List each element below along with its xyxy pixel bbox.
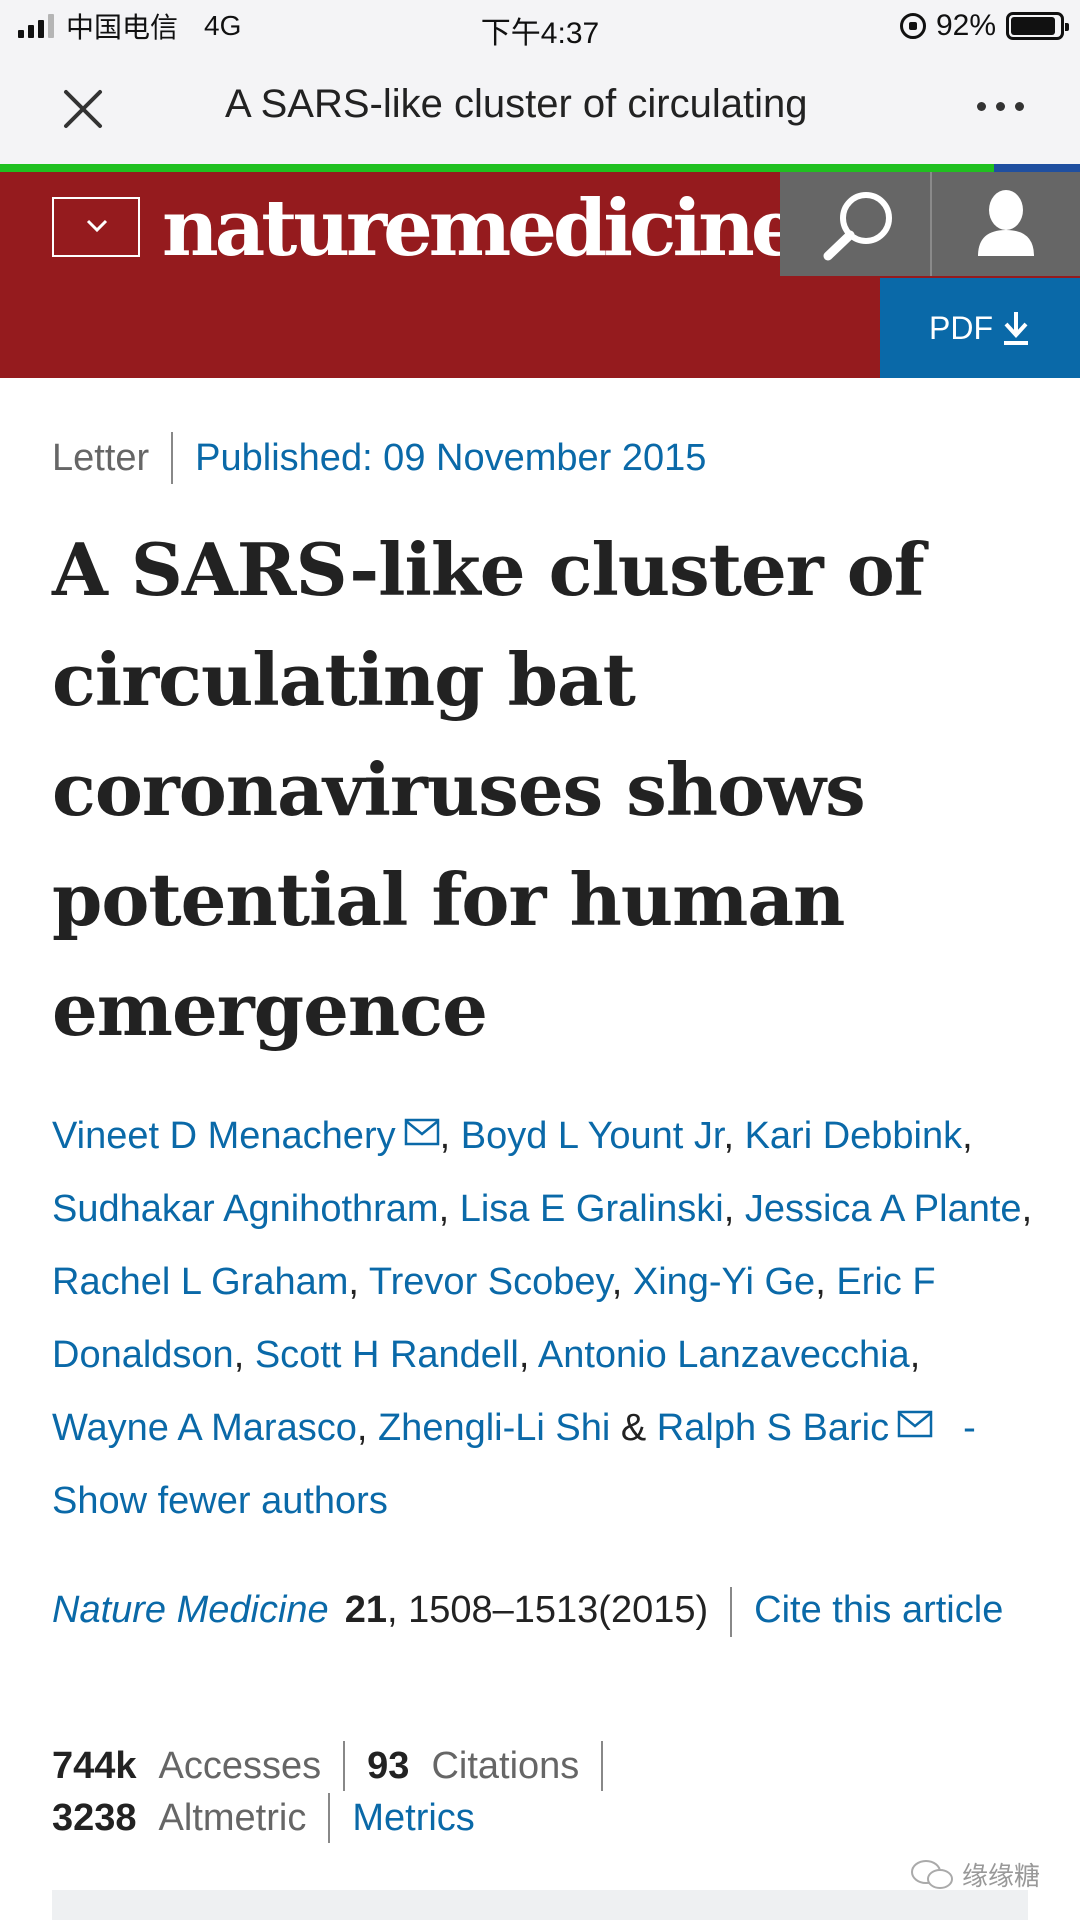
author-link[interactable]: Boyd L Yount Jr <box>460 1115 724 1157</box>
status-bar: 中国电信 4G 下午4:37 92% <box>0 0 1080 52</box>
accesses-label: Accesses <box>158 1744 322 1787</box>
altmetric-score: 3238 <box>52 1796 137 1839</box>
journal-volume: 21 <box>344 1589 387 1631</box>
next-section-edge <box>52 1890 1028 1920</box>
site-header: naturemedicine PDF <box>0 172 1080 378</box>
more-options-icon[interactable] <box>977 102 1024 111</box>
watermark: 缘缘糖 <box>910 1856 1040 1893</box>
journal-pages: , 1508–1513 <box>386 1589 599 1631</box>
citations-count: 93 <box>367 1744 410 1787</box>
altmetric-label: Altmetric <box>158 1796 307 1839</box>
citation-line: Nature Medicine 21, 1508–1513(2015) Cite t… <box>52 1574 1042 1647</box>
chevron-down-icon <box>86 219 108 233</box>
orientation-lock-icon <box>899 13 926 39</box>
pdf-label: PDF <box>929 309 993 346</box>
metrics-link[interactable]: Metrics <box>352 1796 475 1839</box>
search-icon <box>823 192 892 261</box>
author-link[interactable]: Wayne A Marasco <box>52 1407 357 1449</box>
watermark-text: 缘缘糖 <box>962 1861 1041 1891</box>
account-button[interactable] <box>932 172 1080 276</box>
author-link[interactable]: Vineet D Menachery <box>52 1115 396 1157</box>
signal-icon <box>18 14 54 38</box>
page-load-progress <box>0 164 1080 172</box>
author-link[interactable]: Xing-Yi Ge <box>632 1261 816 1303</box>
accesses-count: 744k <box>52 1744 137 1787</box>
author-link[interactable]: Jessica A Plante <box>744 1188 1022 1230</box>
article-title: A SARS-like cluster of circulating bat c… <box>52 527 925 1052</box>
author-conjunction: & <box>620 1407 647 1449</box>
search-button[interactable] <box>780 172 930 276</box>
author-link[interactable]: Lisa E Gralinski <box>459 1188 724 1230</box>
webview-navbar: A SARS-like cluster of circulating <box>0 52 1080 164</box>
journal-name: Nature Medicine <box>52 1589 329 1631</box>
article-meta: Letter Published: 09 November 2015 <box>52 432 706 484</box>
published-date: Published: 09 November 2015 <box>195 436 707 479</box>
status-time: 下午4:37 <box>480 17 600 50</box>
close-icon[interactable] <box>60 86 106 132</box>
user-icon <box>978 190 1034 256</box>
menu-toggle-button[interactable] <box>52 197 140 257</box>
author-list: Vineet D Menachery, Boyd L Yount Jr, Kar… <box>52 1115 1033 1522</box>
battery-percentage: 92% <box>935 9 996 42</box>
download-icon <box>1004 312 1028 345</box>
article-type: Letter <box>52 436 150 479</box>
webview-title: A SARS-like cluster of circulating <box>225 82 885 132</box>
author-link[interactable]: Ralph S Baric <box>656 1407 890 1449</box>
author-link[interactable]: Scott H Randell <box>254 1334 519 1376</box>
author-link[interactable]: Eric F Donaldson <box>52 1261 936 1376</box>
show-fewer-authors-link[interactable]: - Show fewer authors <box>52 1407 976 1522</box>
mail-icon[interactable] <box>897 1410 933 1438</box>
wechat-icon <box>911 1859 953 1889</box>
author-link[interactable]: Antonio Lanzavecchia <box>537 1334 910 1376</box>
cite-this-article-link[interactable]: Cite this article <box>754 1589 1004 1631</box>
citations-label: Citations <box>431 1744 580 1787</box>
author-link[interactable]: Kari Debbink <box>744 1115 963 1157</box>
article-metrics: 744k Accesses 93 Citations 3238 Altmetri… <box>52 1740 625 1844</box>
author-link[interactable]: Zhengli-Li Shi <box>377 1407 611 1449</box>
site-logo[interactable]: naturemedicine <box>162 183 800 274</box>
journal-year: (2015) <box>598 1589 709 1631</box>
author-link[interactable]: Trevor Scobey <box>368 1261 612 1303</box>
carrier-name: 中国电信 <box>66 12 179 43</box>
network-type: 4G <box>204 10 242 41</box>
author-link[interactable]: Sudhakar Agnihothram <box>52 1188 439 1230</box>
battery-icon <box>1006 12 1069 40</box>
mail-icon[interactable] <box>404 1118 440 1146</box>
download-pdf-button[interactable]: PDF <box>880 278 1080 378</box>
author-link[interactable]: Rachel L Graham <box>52 1261 349 1303</box>
